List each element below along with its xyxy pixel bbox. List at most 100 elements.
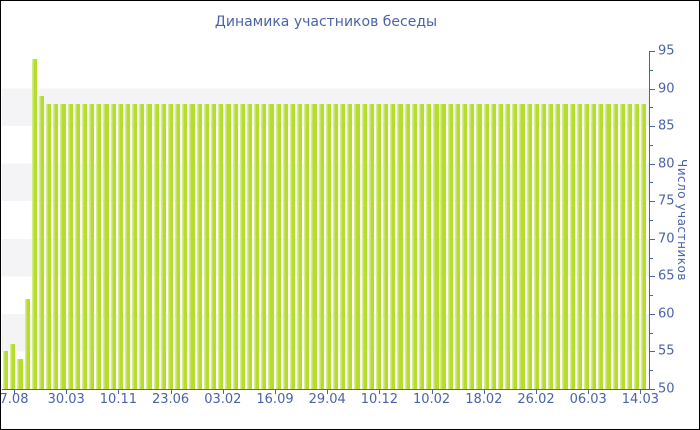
bar[interactable]: [46, 103, 52, 389]
bar[interactable]: [469, 103, 475, 389]
bar[interactable]: [526, 103, 532, 389]
bar[interactable]: [411, 103, 417, 389]
bar[interactable]: [81, 103, 88, 389]
bar[interactable]: [232, 103, 238, 389]
bar[interactable]: [268, 103, 274, 389]
bar[interactable]: [591, 103, 597, 389]
bar[interactable]: [433, 103, 439, 389]
chart-title: Динамика участников беседы: [214, 14, 438, 30]
bar[interactable]: [483, 103, 489, 389]
bar[interactable]: [60, 103, 66, 389]
bar[interactable]: [24, 298, 30, 389]
bar[interactable]: [519, 103, 525, 389]
bar[interactable]: [124, 103, 131, 389]
bar[interactable]: [297, 103, 303, 389]
y-tick-label: 80: [658, 156, 675, 172]
y-tick-mark: [650, 276, 655, 278]
bar[interactable]: [598, 103, 604, 389]
bar[interactable]: [426, 103, 432, 389]
bar[interactable]: [218, 103, 224, 389]
bar[interactable]: [548, 103, 554, 389]
bar[interactable]: [225, 103, 231, 389]
bar[interactable]: [583, 103, 590, 389]
bar[interactable]: [390, 103, 396, 389]
bar[interactable]: [612, 103, 618, 389]
bar[interactable]: [132, 103, 138, 389]
bar[interactable]: [74, 103, 80, 389]
bar[interactable]: [540, 103, 547, 389]
bar[interactable]: [167, 103, 174, 389]
bar[interactable]: [454, 103, 461, 389]
bar[interactable]: [354, 103, 360, 389]
bar[interactable]: [569, 103, 575, 389]
bar[interactable]: [626, 103, 633, 389]
bar[interactable]: [304, 103, 310, 389]
bar[interactable]: [533, 103, 539, 389]
bar[interactable]: [619, 103, 625, 389]
bar[interactable]: [497, 103, 504, 389]
bar[interactable]: [282, 103, 288, 389]
y-tick-mark: [650, 88, 655, 90]
bar[interactable]: [110, 103, 116, 389]
bar[interactable]: [96, 103, 102, 389]
bar[interactable]: [512, 103, 518, 389]
bar[interactable]: [175, 103, 181, 389]
bar[interactable]: [462, 103, 468, 389]
x-tick-label: 29.04: [308, 392, 346, 407]
bar[interactable]: [311, 103, 317, 389]
bar[interactable]: [375, 103, 382, 389]
bar[interactable]: [189, 103, 195, 389]
y-minor-tick-mark: [650, 295, 653, 297]
bar[interactable]: [3, 351, 9, 389]
bar[interactable]: [246, 103, 253, 389]
y-minor-tick-mark: [650, 257, 653, 259]
bar[interactable]: [641, 103, 647, 389]
bar[interactable]: [182, 103, 188, 389]
bar[interactable]: [555, 103, 561, 389]
bar[interactable]: [196, 103, 202, 389]
y-minor-tick-mark: [650, 370, 653, 372]
bar[interactable]: [368, 103, 374, 389]
bar[interactable]: [203, 103, 209, 389]
bar[interactable]: [505, 103, 511, 389]
bar[interactable]: [404, 103, 410, 389]
bar[interactable]: [332, 103, 339, 389]
bar[interactable]: [605, 103, 611, 389]
bar[interactable]: [153, 103, 159, 389]
bar[interactable]: [17, 359, 23, 389]
y-minor-tick-mark: [650, 332, 653, 334]
bar[interactable]: [289, 103, 296, 389]
bar[interactable]: [447, 103, 453, 389]
bar[interactable]: [397, 103, 403, 389]
bar[interactable]: [275, 103, 281, 389]
bar[interactable]: [103, 103, 109, 389]
bar[interactable]: [318, 103, 324, 389]
bar[interactable]: [490, 103, 496, 389]
bar[interactable]: [254, 103, 260, 389]
bar[interactable]: [67, 103, 73, 389]
bar[interactable]: [325, 103, 331, 389]
bar[interactable]: [576, 103, 582, 389]
bar[interactable]: [160, 103, 166, 389]
bar[interactable]: [476, 103, 482, 389]
bar[interactable]: [89, 103, 95, 389]
y-tick-mark: [650, 389, 655, 390]
bar[interactable]: [261, 103, 267, 389]
bar[interactable]: [634, 103, 640, 389]
bar[interactable]: [10, 343, 16, 389]
bar[interactable]: [383, 103, 389, 389]
bar[interactable]: [117, 103, 123, 389]
bar[interactable]: [347, 103, 353, 389]
bar[interactable]: [53, 103, 59, 389]
bar[interactable]: [440, 103, 446, 389]
bar[interactable]: [210, 103, 217, 389]
bar[interactable]: [38, 96, 45, 389]
bar[interactable]: [562, 103, 568, 389]
bar[interactable]: [361, 103, 367, 389]
bar[interactable]: [239, 103, 245, 389]
bar[interactable]: [31, 58, 37, 389]
bar[interactable]: [340, 103, 346, 389]
bar[interactable]: [146, 103, 152, 389]
bar[interactable]: [139, 103, 145, 389]
bar[interactable]: [418, 103, 425, 389]
